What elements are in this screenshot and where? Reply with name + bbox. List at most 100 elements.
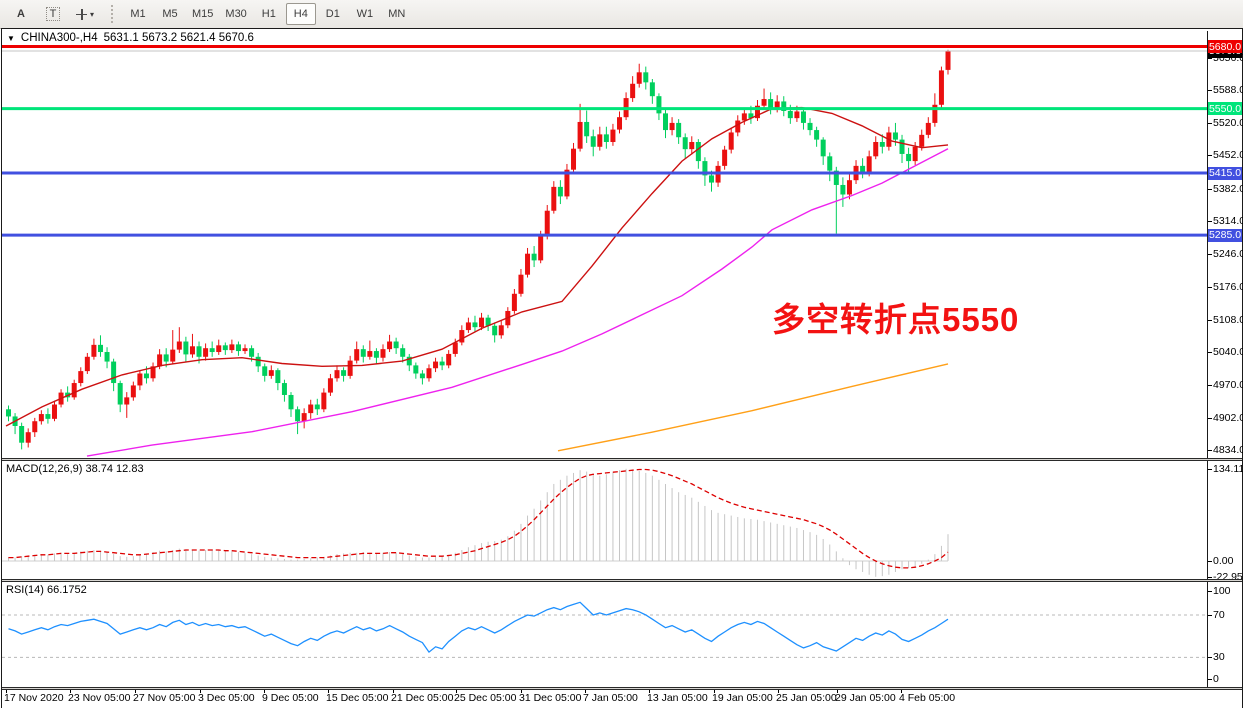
date-tick-mark xyxy=(328,689,329,693)
date-tick-mark xyxy=(393,689,394,693)
date-label: 19 Jan 05:00 xyxy=(712,692,773,704)
timeframe-button-mn[interactable]: MN xyxy=(388,8,406,20)
level-price-badge: 5550.0 xyxy=(1208,102,1242,116)
toolbar-grip-handle[interactable] xyxy=(111,5,116,23)
date-tick-mark xyxy=(901,689,902,693)
price-tick-mark xyxy=(1208,385,1212,387)
font-tool-button[interactable]: A xyxy=(17,8,25,20)
price-tick-label: 5040.0 xyxy=(1213,346,1243,359)
chart-title: ▼ CHINA300-,H4 5631.1 5673.2 5621.4 5670… xyxy=(7,32,254,44)
date-label: 27 Nov 05:00 xyxy=(133,692,196,704)
level-price-badge: 5415.0 xyxy=(1208,166,1242,180)
timeframe-button-h4[interactable]: H4 xyxy=(285,3,316,25)
time-axis[interactable]: 17 Nov 2020 23 Nov 05:00 27 Nov 05:00 3 Dec… xyxy=(2,689,1242,708)
macd-indicator-canvas[interactable]: MACD(12,26,9) 38.74 12.83 xyxy=(2,461,1208,579)
date-label: 13 Jan 05:00 xyxy=(647,692,708,704)
price-tick-mark xyxy=(1208,287,1212,289)
timeframe-button-m30[interactable]: M30 xyxy=(225,8,247,20)
date-label: 4 Feb 05:00 xyxy=(899,692,956,704)
date-tick-mark xyxy=(585,689,586,693)
date-label: 7 Jan 05:00 xyxy=(583,692,638,704)
symbol-dropdown-icon[interactable]: ▼ xyxy=(7,33,15,43)
price-tick-mark xyxy=(1208,253,1212,255)
price-tick-label: 5176.0 xyxy=(1213,281,1243,294)
date-label: 21 Dec 05:00 xyxy=(391,692,454,704)
price-axis[interactable]: 5656.0 5588.0 5520.0 5452.0 5382.0 5314.0 5246… xyxy=(1207,31,1243,687)
price-tick-mark xyxy=(1208,188,1212,190)
price-chart-canvas[interactable] xyxy=(2,31,1208,458)
price-tick-label: 5108.0 xyxy=(1213,313,1243,326)
chart-window: ▼ CHINA300-,H4 5631.1 5673.2 5621.4 5670… xyxy=(1,28,1243,708)
macd-series xyxy=(2,468,949,577)
price-tick-label: 5452.0 xyxy=(1213,149,1243,162)
timeframe-button-m5[interactable]: M5 xyxy=(162,8,178,20)
timeframe-button-d1[interactable]: D1 xyxy=(325,8,340,20)
price-tick-mark xyxy=(1208,319,1212,321)
rsi-header: RSI(14) 66.1752 xyxy=(6,584,87,596)
timeframe-button-m1[interactable]: M1 xyxy=(130,8,146,20)
date-tick-mark xyxy=(837,689,838,693)
date-label: 23 Nov 05:00 xyxy=(68,692,131,704)
price-tick-mark xyxy=(1208,221,1212,223)
date-label: 25 Jan 05:00 xyxy=(776,692,837,704)
level-price-badge: 5680.0 xyxy=(1208,40,1242,54)
price-tick-label: 5246.0 xyxy=(1213,247,1243,260)
rsi-indicator-canvas[interactable]: RSI(14) 66.1752 xyxy=(2,582,1208,687)
price-tick-mark xyxy=(1208,352,1212,354)
date-tick-mark xyxy=(6,689,7,693)
date-label: 31 Dec 05:00 xyxy=(519,692,582,704)
macd-tick-mark xyxy=(1208,469,1212,470)
panel-splitter[interactable] xyxy=(2,687,1242,690)
candlestick-series xyxy=(2,45,1208,457)
crosshair-tool-button[interactable]: ▾ xyxy=(70,3,100,25)
price-tick-mark xyxy=(1208,58,1212,59)
timeframe-button-w1[interactable]: W1 xyxy=(356,8,374,20)
rsi-axis-label: 70 xyxy=(1213,609,1225,621)
panel-splitter[interactable] xyxy=(2,579,1242,582)
rsi-axis-label: 100 xyxy=(1213,585,1231,597)
price-tick-label: 5314.0 xyxy=(1213,215,1243,228)
price-tick-label: 5520.0 xyxy=(1213,116,1243,129)
date-tick-mark xyxy=(649,689,650,693)
rsi-tick-mark xyxy=(1208,657,1212,658)
level-price-badge: 5285.0 xyxy=(1208,228,1242,242)
date-tick-mark xyxy=(264,689,265,693)
macd-axis-label: 134.11 xyxy=(1213,463,1243,475)
timeframe-button-m15[interactable]: M15 xyxy=(192,8,214,20)
rsi-axis-label: 30 xyxy=(1213,651,1225,663)
price-tick-label: 4902.0 xyxy=(1213,411,1243,424)
timeframe-toolbar: M1 M5 M15 M30 H1 H4 D1 W1 MN xyxy=(122,3,413,25)
macd-header: MACD(12,26,9) 38.74 12.83 xyxy=(6,463,144,475)
timeframe-button-h1[interactable]: H1 xyxy=(261,8,276,20)
symbol-period-label: CHINA300-,H4 xyxy=(20,32,98,44)
price-tick-mark xyxy=(1208,155,1212,157)
date-label: 25 Dec 05:00 xyxy=(454,692,517,704)
date-tick-mark xyxy=(521,689,522,693)
date-tick-mark xyxy=(200,689,201,693)
date-tick-mark xyxy=(135,689,136,693)
text-label-tool-button[interactable]: T xyxy=(38,3,68,25)
rsi-axis-label: 0 xyxy=(1213,673,1219,685)
crosshair-icon xyxy=(75,8,87,20)
date-tick-mark xyxy=(456,689,457,693)
date-tick-mark xyxy=(778,689,779,693)
price-tick-mark xyxy=(1208,417,1212,419)
date-label: 9 Dec 05:00 xyxy=(262,692,319,704)
price-tick-label: 4834.0 xyxy=(1213,444,1243,457)
ohlc-values: 5631.1 5673.2 5621.4 5670.6 xyxy=(103,32,254,44)
rsi-tick-mark xyxy=(1208,591,1212,592)
macd-axis-label: 0.00 xyxy=(1213,555,1234,567)
price-tick-mark xyxy=(1208,450,1212,452)
date-label: 3 Dec 05:00 xyxy=(198,692,255,704)
date-label: 17 Nov 2020 xyxy=(4,692,64,704)
date-label: 29 Jan 05:00 xyxy=(835,692,896,704)
panel-splitter[interactable] xyxy=(2,458,1242,461)
rsi-tick-mark xyxy=(1208,615,1212,616)
chart-text-annotation: 多空转折点5550 xyxy=(772,301,1020,338)
price-tick-mark xyxy=(1208,90,1212,92)
price-tick-label: 4970.0 xyxy=(1213,379,1243,392)
price-tick-mark xyxy=(1208,122,1212,124)
date-label: 15 Dec 05:00 xyxy=(326,692,389,704)
top-toolbar: A T ▾ M1 M5 M15 M30 H1 H4 D1 W1 MN xyxy=(0,0,1243,29)
